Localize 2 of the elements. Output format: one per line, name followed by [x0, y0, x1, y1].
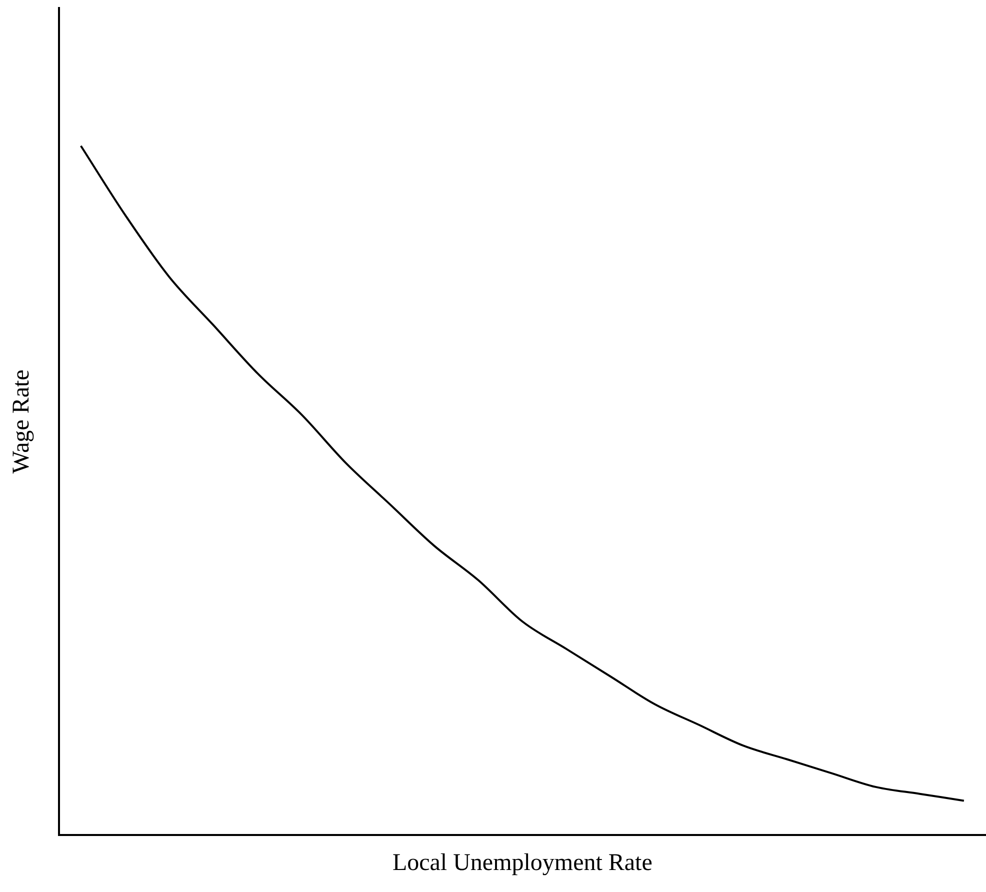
- x-axis-title: Local Unemployment Rate: [392, 850, 652, 876]
- y-axis-title: Wage Rate: [8, 370, 35, 474]
